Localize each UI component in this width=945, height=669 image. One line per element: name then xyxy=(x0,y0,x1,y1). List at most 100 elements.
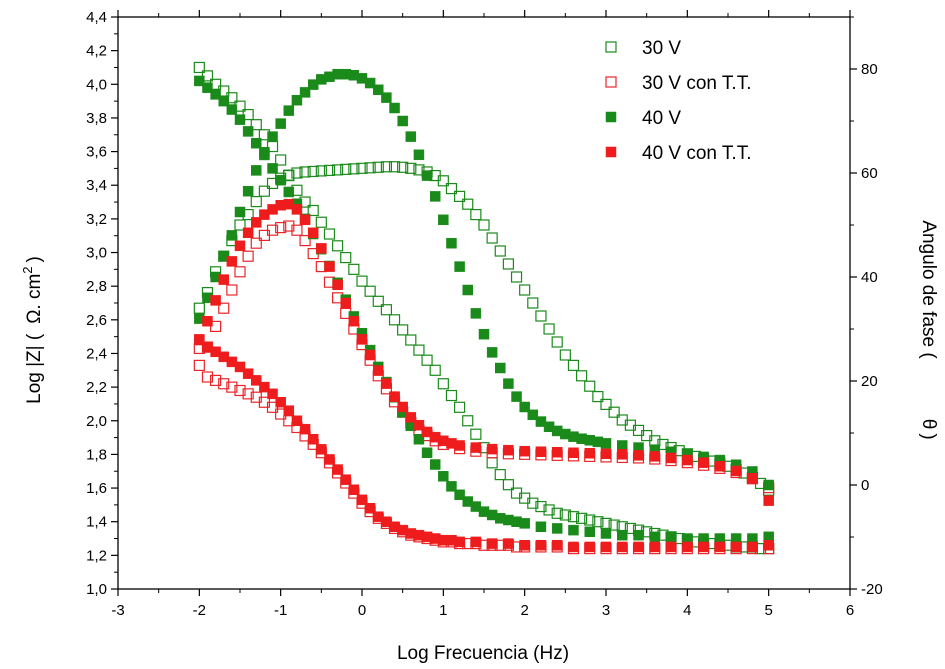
data-point xyxy=(226,230,238,241)
y-left-tick-label: 2,4 xyxy=(86,345,107,362)
data-point xyxy=(218,378,230,390)
data-point xyxy=(698,457,709,468)
data-point xyxy=(364,77,376,89)
data-point xyxy=(665,541,677,553)
data-point xyxy=(551,336,563,348)
data-point xyxy=(405,162,417,174)
data-point xyxy=(193,61,205,74)
data-point xyxy=(454,401,466,413)
data-point xyxy=(389,391,400,402)
data-point xyxy=(763,540,774,551)
data-point xyxy=(380,161,392,173)
data-point xyxy=(519,518,530,529)
y-left-tick-label: 3,8 xyxy=(86,110,107,127)
data-point xyxy=(584,526,595,538)
data-point xyxy=(486,232,498,244)
data-point xyxy=(568,447,579,459)
data-point xyxy=(470,536,482,548)
data-point xyxy=(503,444,514,456)
x-axis-title: Log Frecuencia (Hz) xyxy=(397,643,569,664)
data-point xyxy=(584,380,596,392)
data-point xyxy=(307,165,319,178)
data-point xyxy=(234,361,246,373)
data-point xyxy=(299,214,311,226)
data-point xyxy=(258,185,270,197)
data-point xyxy=(356,494,368,506)
data-point xyxy=(486,443,498,455)
data-point xyxy=(633,529,644,541)
data-point xyxy=(250,196,262,208)
y-left-tick-label: 3,2 xyxy=(86,211,107,228)
y-left-tick-label: 1,4 xyxy=(86,514,107,531)
legend-marker xyxy=(605,111,617,123)
data-point xyxy=(551,446,563,458)
data-point xyxy=(201,371,214,383)
data-point xyxy=(608,406,620,418)
data-point xyxy=(340,474,351,485)
data-point xyxy=(194,334,205,345)
data-point xyxy=(332,164,344,176)
data-point xyxy=(291,167,303,179)
data-point xyxy=(421,354,433,366)
data-point xyxy=(600,398,612,410)
series-5-40-v-phase xyxy=(194,68,774,491)
data-point xyxy=(324,261,335,272)
data-point xyxy=(405,131,417,142)
legend-label: 30 V xyxy=(642,38,681,59)
data-point xyxy=(649,531,661,543)
x-tick-label: 3 xyxy=(602,602,610,619)
series-0-30-v-impedance xyxy=(193,61,775,555)
data-point xyxy=(364,285,376,297)
data-point xyxy=(356,334,368,345)
data-point xyxy=(234,240,246,252)
data-point xyxy=(437,175,449,187)
x-tick-label: -1 xyxy=(274,602,287,619)
data-point xyxy=(730,541,742,553)
data-point xyxy=(266,224,279,236)
data-point xyxy=(397,401,408,413)
data-point xyxy=(470,308,482,319)
data-point xyxy=(259,381,270,393)
data-point xyxy=(559,349,571,361)
data-point xyxy=(316,243,327,254)
data-point xyxy=(267,388,278,400)
y-left-tick-label: 4,2 xyxy=(86,43,107,60)
data-point xyxy=(682,541,693,553)
data-point xyxy=(584,448,595,459)
legend-label: 40 V xyxy=(642,108,681,129)
data-point xyxy=(242,185,254,197)
data-point xyxy=(519,445,530,457)
data-point xyxy=(584,514,596,526)
data-point xyxy=(315,216,327,228)
y-left-tick-label: 3,4 xyxy=(86,177,107,194)
data-point xyxy=(372,161,384,173)
data-point xyxy=(527,409,539,421)
data-point xyxy=(381,92,392,103)
data-point xyxy=(307,227,319,239)
data-point xyxy=(405,334,417,346)
data-point xyxy=(730,465,742,477)
data-point xyxy=(437,378,449,390)
data-point xyxy=(299,235,311,247)
data-point xyxy=(535,540,547,551)
data-point xyxy=(568,541,579,553)
data-point xyxy=(649,541,661,553)
data-point xyxy=(397,115,408,127)
data-point xyxy=(470,209,482,221)
data-point xyxy=(462,198,474,210)
data-point xyxy=(511,391,522,402)
data-point xyxy=(600,448,612,460)
data-point xyxy=(462,284,473,296)
data-point xyxy=(234,114,246,125)
data-point xyxy=(551,507,563,519)
data-point xyxy=(193,302,205,314)
data-point xyxy=(332,279,343,291)
data-point xyxy=(413,344,425,356)
data-point xyxy=(429,459,441,470)
data-point xyxy=(535,446,547,457)
y-left-tick-label: 3,6 xyxy=(86,144,107,161)
data-point xyxy=(267,131,278,142)
data-point xyxy=(283,220,295,232)
data-point xyxy=(316,444,327,455)
data-point xyxy=(242,388,254,400)
